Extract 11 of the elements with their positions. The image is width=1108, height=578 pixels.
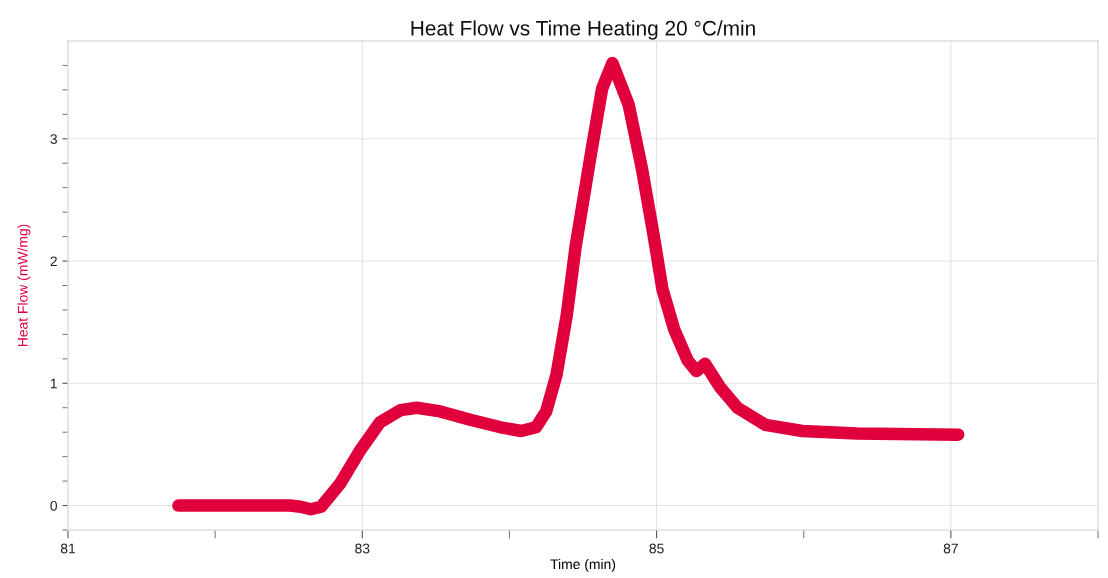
y-tick-label: 0: [50, 500, 58, 511]
x-axis-title: Time (min): [550, 558, 616, 572]
x-tick-label: 85: [649, 543, 664, 554]
y-tick-label: 2: [50, 256, 57, 267]
y-tick-label: 1: [50, 378, 57, 389]
x-tick-label: 87: [943, 543, 958, 554]
y-tick-label: 3: [50, 134, 57, 144]
x-tick-label: 83: [355, 543, 370, 554]
chart-title: Heat Flow vs Time Heating 20 °C/min: [411, 20, 755, 40]
x-tick-label: 81: [60, 543, 76, 554]
y-axis-title: Heat Flow (mW/mg): [17, 224, 31, 347]
